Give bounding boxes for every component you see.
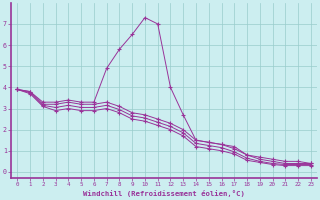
X-axis label: Windchill (Refroidissement éolien,°C): Windchill (Refroidissement éolien,°C) — [83, 190, 245, 197]
